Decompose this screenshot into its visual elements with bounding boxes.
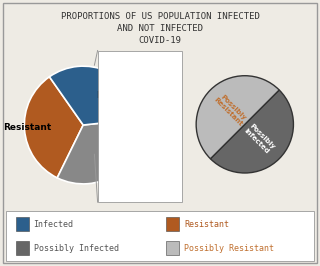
Wedge shape: [57, 119, 142, 184]
Wedge shape: [24, 77, 83, 178]
Text: Resistant: Resistant: [184, 220, 229, 228]
Wedge shape: [196, 76, 279, 159]
Wedge shape: [211, 90, 293, 173]
Text: PROPORTIONS OF US POPULATION INFECTED
AND NOT INFECTED
COVID-19: PROPORTIONS OF US POPULATION INFECTED AN…: [60, 12, 260, 45]
Text: Possibly
Infected: Possibly Infected: [243, 122, 276, 155]
Wedge shape: [49, 66, 142, 125]
Text: Possibly Infected: Possibly Infected: [34, 244, 119, 252]
Text: Infected: Infected: [97, 91, 139, 100]
Text: Not
Exposed: Not Exposed: [102, 142, 144, 161]
Text: Infected: Infected: [34, 220, 74, 228]
Text: Possibly
Resistant: Possibly Resistant: [212, 92, 248, 128]
Text: Possibly Resistant: Possibly Resistant: [184, 244, 274, 252]
Text: Resistant: Resistant: [3, 123, 51, 132]
